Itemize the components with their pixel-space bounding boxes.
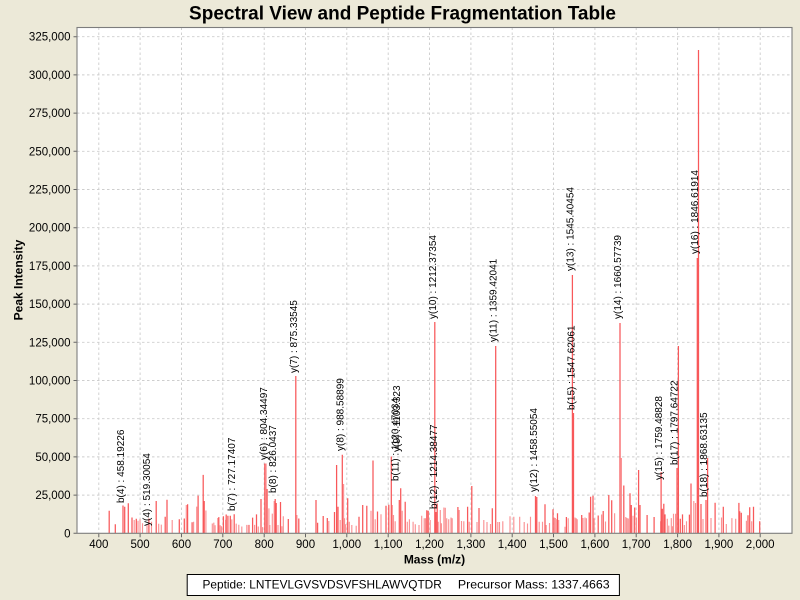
- svg-text:Precursor Mass: 1337.4663: Precursor Mass: 1337.4663: [458, 578, 610, 592]
- svg-text:y(11) : 1359.42041: y(11) : 1359.42041: [489, 258, 500, 342]
- svg-text:25,000: 25,000: [35, 490, 70, 502]
- svg-text:300,000: 300,000: [29, 70, 71, 82]
- svg-text:150,000: 150,000: [29, 299, 71, 311]
- svg-text:75,000: 75,000: [35, 414, 70, 426]
- svg-text:1,600: 1,600: [581, 539, 610, 551]
- svg-text:50,000: 50,000: [35, 452, 70, 464]
- svg-text:225,000: 225,000: [29, 185, 71, 197]
- svg-text:600: 600: [172, 539, 191, 551]
- svg-text:y(15) : 1759.48828: y(15) : 1759.48828: [654, 396, 665, 480]
- svg-text:200,000: 200,000: [29, 223, 71, 235]
- svg-text:y(6) : 804.34497: y(6) : 804.34497: [259, 387, 270, 460]
- svg-text:b(8) : 826.0437: b(8) : 826.0437: [268, 425, 279, 493]
- svg-text:175,000: 175,000: [29, 261, 71, 273]
- svg-text:1,500: 1,500: [539, 539, 568, 551]
- svg-text:800: 800: [255, 539, 274, 551]
- svg-text:1,300: 1,300: [457, 539, 486, 551]
- svg-text:y(12) : 1458.55054: y(12) : 1458.55054: [529, 408, 540, 492]
- svg-text:1,400: 1,400: [498, 539, 527, 551]
- svg-text:y(8) : 988.58899: y(8) : 988.58899: [335, 378, 346, 451]
- svg-text:y(13) : 1545.40454: y(13) : 1545.40454: [565, 187, 576, 271]
- svg-text:1,000: 1,000: [332, 539, 361, 551]
- svg-text:y(4) : 519.30054: y(4) : 519.30054: [142, 453, 153, 526]
- svg-text:y(7) : 875.33545: y(7) : 875.33545: [289, 300, 300, 373]
- svg-text:b(11) : 1120.47034: b(11) : 1120.47034: [390, 398, 401, 481]
- svg-text:Spectral View and Peptide Frag: Spectral View and Peptide Fragmentation …: [189, 4, 616, 25]
- svg-text:0: 0: [64, 528, 70, 540]
- svg-text:y(9) : 1103.323: y(9) : 1103.323: [392, 385, 403, 452]
- svg-text:Peak Intensity: Peak Intensity: [12, 239, 26, 320]
- svg-text:125,000: 125,000: [29, 337, 71, 349]
- svg-text:b(7) : 727.17407: b(7) : 727.17407: [227, 437, 238, 511]
- svg-text:b(15) : 1547.62061: b(15) : 1547.62061: [567, 325, 578, 410]
- svg-text:275,000: 275,000: [29, 108, 71, 120]
- svg-text:2,000: 2,000: [746, 539, 775, 551]
- svg-text:b(18) : 1868.63135: b(18) : 1868.63135: [699, 412, 710, 497]
- svg-text:y(16) : 1846.61914: y(16) : 1846.61914: [690, 170, 701, 254]
- svg-text:250,000: 250,000: [29, 146, 71, 158]
- svg-text:1,200: 1,200: [415, 539, 444, 551]
- svg-text:b(12) : 1214.38477: b(12) : 1214.38477: [429, 424, 440, 509]
- svg-text:y(10) : 1212.37354: y(10) : 1212.37354: [428, 235, 439, 319]
- svg-text:b(17) : 1797.64722: b(17) : 1797.64722: [670, 380, 681, 465]
- svg-text:y(14) : 1660.57739: y(14) : 1660.57739: [613, 235, 624, 319]
- svg-text:Peptide: LNTEVLGVSVDSVFSHLAWVQ: Peptide: LNTEVLGVSVDSVFSHLAWVQTDR: [203, 578, 443, 592]
- svg-text:900: 900: [296, 539, 315, 551]
- svg-text:1,100: 1,100: [374, 539, 403, 551]
- svg-text:1,800: 1,800: [663, 539, 692, 551]
- svg-text:325,000: 325,000: [29, 32, 71, 44]
- svg-text:100,000: 100,000: [29, 376, 71, 388]
- svg-text:1,900: 1,900: [705, 539, 734, 551]
- svg-text:700: 700: [213, 539, 232, 551]
- svg-text:1,700: 1,700: [622, 539, 651, 551]
- svg-text:400: 400: [89, 539, 108, 551]
- svg-text:500: 500: [131, 539, 150, 551]
- svg-text:b(4) : 458.19226: b(4) : 458.19226: [116, 429, 127, 503]
- svg-text:Mass (m/z): Mass (m/z): [404, 553, 465, 567]
